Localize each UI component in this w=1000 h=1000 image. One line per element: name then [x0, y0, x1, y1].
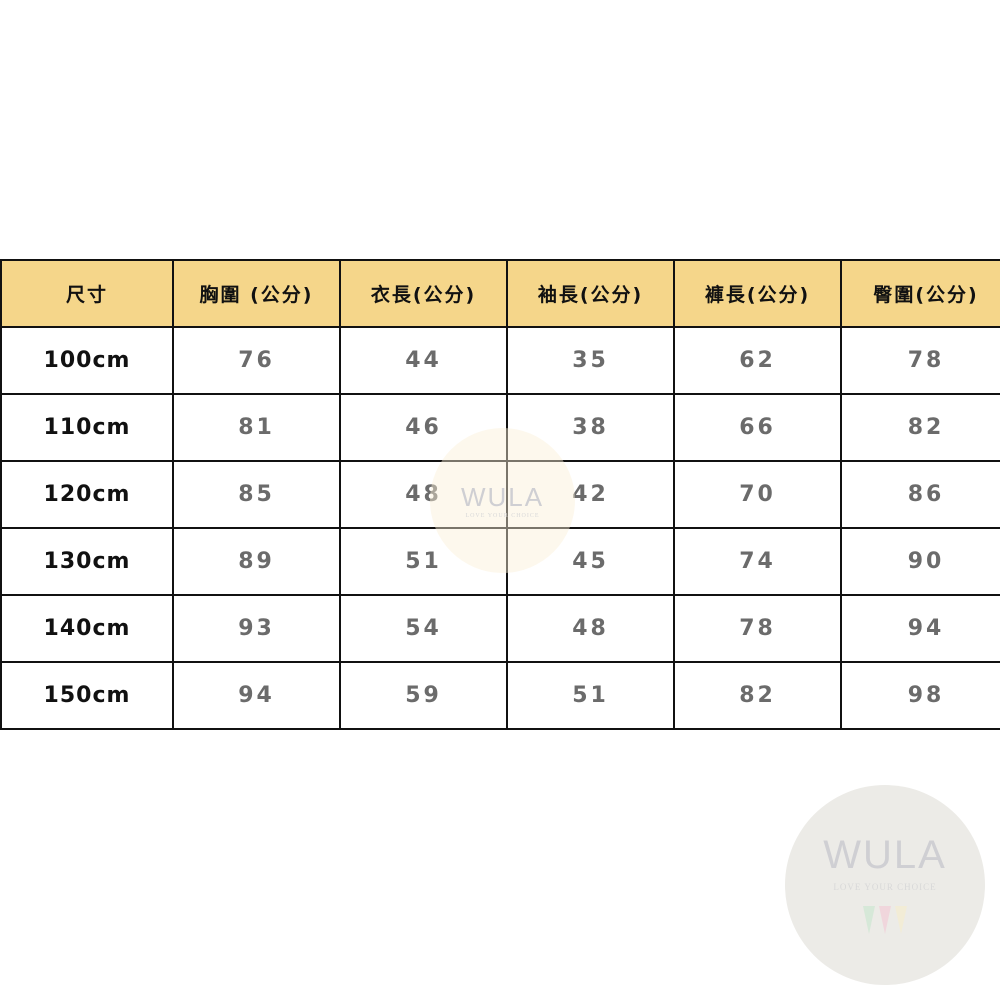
measurement-cell: 82 [673, 661, 842, 730]
table-row: 100cm 76 44 35 62 78 [0, 326, 1000, 395]
watermark-logo: WULA [823, 832, 947, 877]
measurement-cell: 78 [673, 594, 842, 663]
size-cell: 100cm [0, 326, 174, 395]
column-header: 尺寸 [0, 259, 174, 328]
size-cell: 120cm [0, 460, 174, 529]
size-chart-table: 尺寸 胸圍 (公分) 衣長(公分) 袖長(公分) 褲長(公分) 臀圍(公分) 100cm 7… [0, 259, 1000, 730]
measurement-cell: 38 [506, 393, 675, 462]
size-cell: 110cm [0, 393, 174, 462]
measurement-cell: 70 [673, 460, 842, 529]
column-header: 衣長(公分) [339, 259, 508, 328]
watermark-logo: WULA [460, 482, 545, 512]
measurement-cell: 82 [840, 393, 1000, 462]
measurement-cell: 85 [172, 460, 341, 529]
watermark-corner: WULA LOVE YOUR CHOICE [785, 785, 985, 985]
header-row: 尺寸 胸圍 (公分) 衣長(公分) 袖長(公分) 褲長(公分) 臀圍(公分) [0, 259, 1000, 328]
size-cell: 140cm [0, 594, 174, 663]
measurement-cell: 35 [506, 326, 675, 395]
ice-cream-cones-icon [861, 905, 909, 938]
column-header: 袖長(公分) [506, 259, 675, 328]
measurement-cell: 86 [840, 460, 1000, 529]
measurement-cell: 76 [172, 326, 341, 395]
table-row: 140cm 93 54 48 78 94 [0, 594, 1000, 663]
measurement-cell: 94 [172, 661, 341, 730]
column-header: 臀圍(公分) [840, 259, 1000, 328]
measurement-cell: 42 [506, 460, 675, 529]
table-row: 130cm 89 51 45 74 90 [0, 527, 1000, 596]
measurement-cell: 54 [339, 594, 508, 663]
measurement-cell: 59 [339, 661, 508, 730]
watermark-tagline: LOVE YOUR CHOICE [465, 513, 540, 519]
measurement-cell: 62 [673, 326, 842, 395]
measurement-cell: 89 [172, 527, 341, 596]
measurement-cell: 90 [840, 527, 1000, 596]
measurement-cell: 66 [673, 393, 842, 462]
table-row: 150cm 94 59 51 82 98 [0, 661, 1000, 730]
measurement-cell: 94 [840, 594, 1000, 663]
column-header: 褲長(公分) [673, 259, 842, 328]
measurement-cell: 98 [840, 661, 1000, 730]
measurement-cell: 51 [339, 527, 508, 596]
watermark-tagline: LOVE YOUR CHOICE [833, 881, 937, 892]
measurement-cell: 78 [840, 326, 1000, 395]
measurement-cell: 51 [506, 661, 675, 730]
table-row: 110cm 81 46 38 66 82 [0, 393, 1000, 462]
size-cell: 130cm [0, 527, 174, 596]
measurement-cell: 81 [172, 393, 341, 462]
size-cell: 150cm [0, 661, 174, 730]
watermark-center: WULA LOVE YOUR CHOICE [430, 428, 575, 573]
measurement-cell: 45 [506, 527, 675, 596]
measurement-cell: 93 [172, 594, 341, 663]
column-header: 胸圍 (公分) [172, 259, 341, 328]
measurement-cell: 46 [339, 393, 508, 462]
measurement-cell: 48 [339, 460, 508, 529]
measurement-cell: 48 [506, 594, 675, 663]
table-row: 120cm 85 48 42 70 86 [0, 460, 1000, 529]
measurement-cell: 74 [673, 527, 842, 596]
measurement-cell: 44 [339, 326, 508, 395]
